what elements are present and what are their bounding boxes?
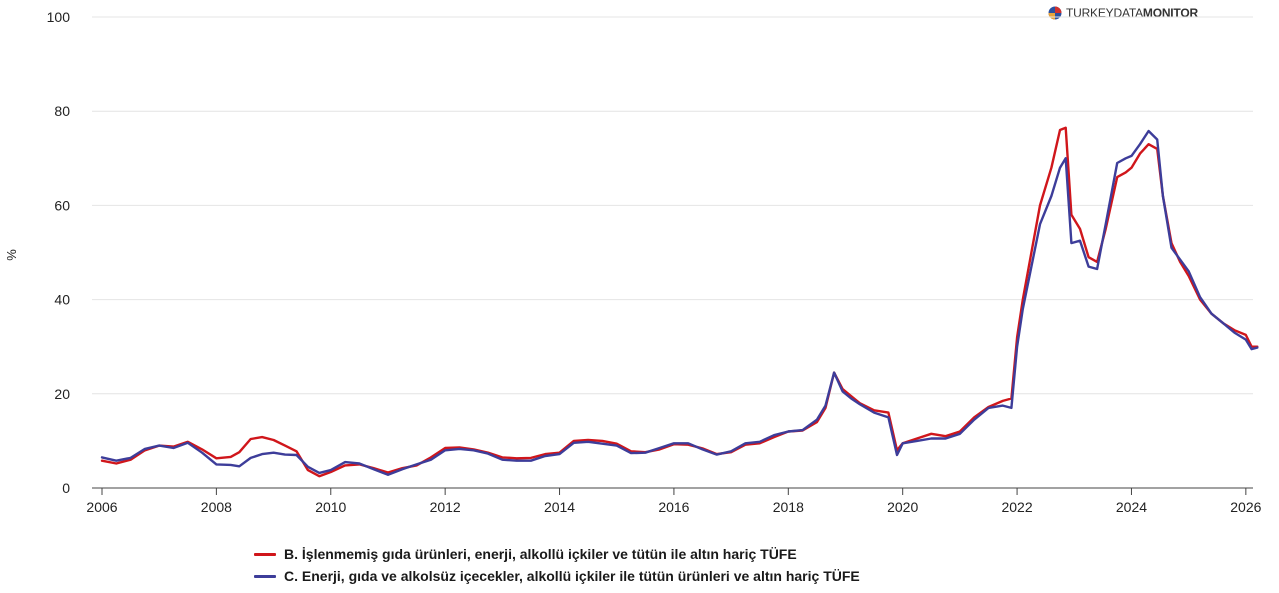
y-tick-label: 20 <box>54 386 70 402</box>
y-tick-label: 80 <box>54 103 70 119</box>
legend-label-b: B. İşlenmemiş gıda ürünleri, enerji, alk… <box>284 546 797 562</box>
series-line-c <box>100 129 1259 476</box>
x-tick-label: 2016 <box>658 499 689 515</box>
x-tick-label: 2022 <box>1001 499 1032 515</box>
x-tick-label: 2014 <box>544 499 575 515</box>
y-axis-label: % <box>4 249 19 261</box>
x-tick-label: 2018 <box>773 499 804 515</box>
globe-logo-icon <box>1048 6 1062 20</box>
x-tick-label: 2006 <box>86 499 117 515</box>
series-line-b <box>100 126 1259 478</box>
x-tick-label: 2010 <box>315 499 346 515</box>
y-tick-label: 40 <box>54 292 70 308</box>
x-tick-label: 2026 <box>1230 499 1261 515</box>
tick-labels: 0 20 40 60 80 100 2006 2008 2010 2012 2014 2016 2018… <box>47 9 1262 515</box>
line-chart: 0 20 40 60 80 100 2006 2008 2010 2012 2014 2016 2018… <box>4 9 1262 515</box>
axes <box>92 487 1253 495</box>
grid-lines <box>92 16 1253 395</box>
x-tick-label: 2012 <box>430 499 461 515</box>
x-tick-label: 2008 <box>201 499 232 515</box>
legend-label-c: C. Enerji, gıda ve alkolsüz içecekler, a… <box>284 568 860 584</box>
legend-item-c[interactable]: C. Enerji, gıda ve alkolsüz içecekler, a… <box>254 565 860 587</box>
x-tick-label: 2024 <box>1116 499 1147 515</box>
x-tick-label: 2020 <box>887 499 918 515</box>
legend-swatch-c <box>254 574 276 578</box>
legend-swatch-b <box>254 552 276 556</box>
legend: B. İşlenmemiş gıda ürünleri, enerji, alk… <box>254 543 860 587</box>
legend-item-b[interactable]: B. İşlenmemiş gıda ürünleri, enerji, alk… <box>254 543 860 565</box>
y-tick-label: 60 <box>54 197 70 213</box>
y-tick-label: 100 <box>47 9 71 25</box>
series-lines <box>100 126 1259 478</box>
y-tick-label: 0 <box>62 480 70 496</box>
